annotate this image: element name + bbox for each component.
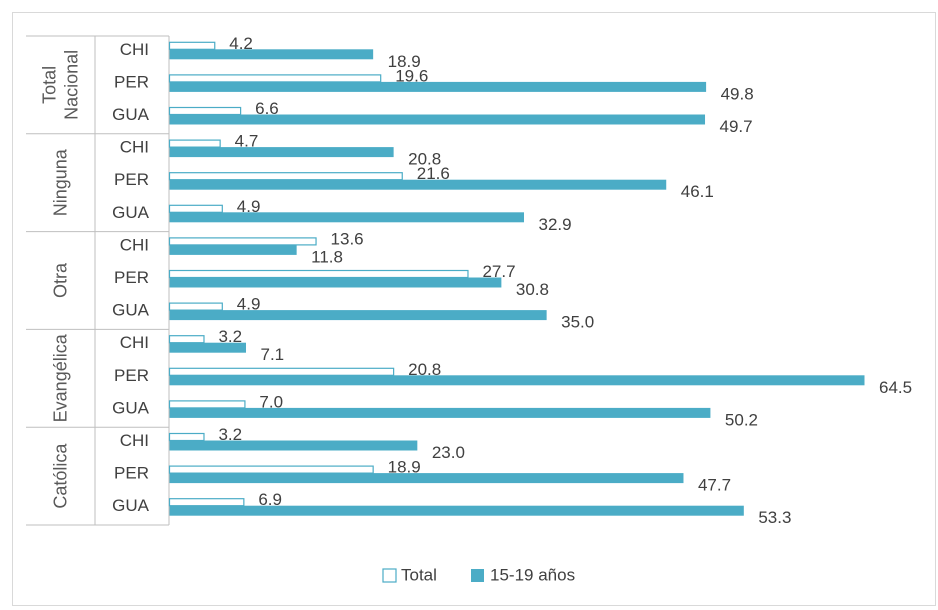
total-value-label: 6.6: [255, 99, 279, 118]
group-label: Católica: [50, 443, 70, 509]
legend-label-total: Total: [401, 565, 437, 584]
adolescent-value-label: 49.7: [720, 117, 753, 136]
total-bar: [168, 106, 242, 116]
adolescent-bar: [169, 81, 707, 92]
total-value-label: 7.0: [259, 392, 283, 411]
legend-label-adolescent: 15-19 años: [490, 565, 575, 584]
adolescent-bar: [169, 277, 502, 288]
total-bar: [168, 335, 205, 344]
adolescent-bar: [169, 407, 711, 418]
category-label: GUA: [112, 105, 150, 124]
adolescent-bar: [169, 375, 865, 386]
total-bar: [168, 237, 317, 246]
category-label: GUA: [112, 301, 150, 320]
adolescent-bar: [169, 49, 374, 60]
total-value-label: 3.2: [218, 327, 242, 346]
category-label: CHI: [120, 333, 149, 352]
legend-swatch-total: [382, 568, 397, 583]
total-value-label: 21.6: [417, 164, 450, 183]
adolescent-value-label: 50.2: [725, 410, 758, 429]
adolescent-value-label: 46.1: [681, 182, 714, 201]
total-value-label: 18.9: [388, 458, 421, 477]
adolescent-value-label: 23.0: [432, 443, 465, 462]
total-bar: [168, 498, 245, 507]
adolescent-bar: [169, 505, 744, 516]
group-label: Total: [39, 66, 59, 104]
category-label: GUA: [112, 496, 150, 515]
total-value-label: 20.8: [408, 360, 441, 379]
total-value-label: 4.2: [229, 34, 253, 53]
adolescent-value-label: 35.0: [561, 313, 594, 332]
category-label: PER: [114, 464, 149, 483]
total-value-label: 4.9: [237, 295, 261, 314]
adolescent-bar: [169, 212, 525, 223]
adolescent-bar: [169, 440, 418, 451]
total-bar: [168, 432, 205, 442]
adolescent-value-label: 18.9: [388, 52, 421, 71]
adolescent-bar: [169, 342, 247, 353]
adolescent-value-label: 30.8: [516, 280, 549, 299]
total-value-label: 3.2: [218, 425, 242, 444]
total-bar: [168, 41, 216, 50]
adolescent-bar: [169, 473, 684, 484]
adolescent-value-label: 11.8: [311, 247, 343, 266]
category-label: GUA: [112, 398, 150, 417]
adolescent-value-label: 7.1: [261, 345, 285, 364]
total-bar: [168, 302, 223, 311]
total-bar: [168, 269, 469, 279]
category-label: PER: [114, 72, 149, 91]
category-label: GUA: [112, 203, 150, 222]
group-label: Otra: [50, 262, 70, 298]
adolescent-value-label: 49.8: [721, 84, 754, 103]
category-label: CHI: [120, 138, 149, 157]
adolescent-value-label: 32.9: [539, 215, 572, 234]
category-label: PER: [114, 268, 149, 287]
total-bar: [168, 465, 374, 474]
adolescent-bar: [169, 244, 297, 255]
adolescent-value-label: 53.3: [758, 508, 791, 527]
category-label: CHI: [120, 235, 149, 254]
total-value-label: 4.9: [237, 197, 261, 216]
total-value-label: 13.6: [331, 229, 364, 248]
group-label: Nacional: [61, 50, 81, 120]
category-label: CHI: [120, 40, 149, 59]
total-bar: [168, 204, 223, 213]
adolescent-bar: [169, 147, 394, 158]
total-bar: [168, 367, 395, 376]
group-label: Ninguna: [50, 148, 70, 216]
total-value-label: 19.6: [395, 66, 428, 85]
category-label: CHI: [120, 431, 149, 450]
adolescent-bar: [169, 179, 667, 190]
total-value-label: 4.7: [235, 132, 259, 151]
category-label: PER: [114, 170, 149, 189]
total-value-label: 27.7: [482, 262, 515, 281]
total-bar: [168, 172, 403, 181]
adolescent-bar: [169, 114, 706, 125]
adolescent-bar: [169, 310, 547, 321]
total-bar: [168, 74, 382, 83]
legend-swatch-adolescent: [471, 569, 484, 582]
chart-frame: Total Nacional CHI 4.2 18.9 PER 19.6 49.8 GUA 6.6…: [12, 12, 936, 606]
group-label: Evangélica: [50, 333, 70, 422]
adolescent-value-label: 64.5: [879, 378, 912, 397]
total-bar: [168, 400, 246, 409]
adolescent-value-label: 20.8: [408, 150, 441, 169]
adolescent-value-label: 47.7: [698, 476, 731, 495]
category-label: PER: [114, 366, 149, 385]
total-value-label: 6.9: [258, 490, 282, 509]
total-bar: [168, 139, 221, 148]
